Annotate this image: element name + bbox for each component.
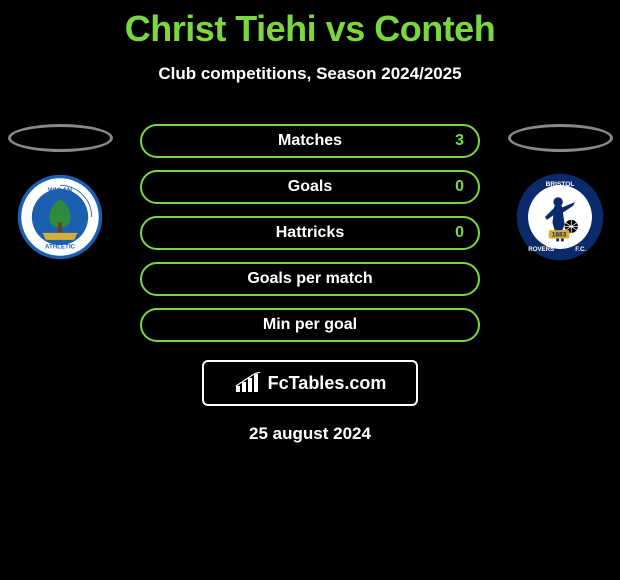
stat-label: Goals per match: [247, 270, 372, 288]
bristol-rovers-crest-icon: BRISTOL ROVERS F.C. 1883: [513, 170, 607, 264]
stat-row-matches: Matches 3: [140, 124, 480, 158]
right-team-crest: BRISTOL ROVERS F.C. 1883: [510, 172, 610, 262]
crest-year: 1883: [552, 232, 567, 239]
svg-text:F.C.: F.C.: [575, 246, 586, 253]
stat-label: Hattricks: [276, 224, 344, 242]
svg-text:WIGAN: WIGAN: [48, 187, 72, 194]
stat-val-right: 0: [455, 178, 464, 196]
left-team-crest: WIGAN ATHLETIC: [10, 172, 110, 262]
bar-chart-icon: [234, 372, 262, 394]
subtitle: Club competitions, Season 2024/2025: [0, 64, 620, 84]
stat-val-right: 3: [455, 132, 464, 150]
brand-text: FcTables.com: [268, 373, 387, 394]
stat-row-goals-per-match: Goals per match: [140, 262, 480, 296]
stat-row-hattricks: Hattricks 0: [140, 216, 480, 250]
page-title: Christ Tiehi vs Conteh: [0, 0, 620, 50]
wigan-crest-icon: WIGAN ATHLETIC: [16, 173, 104, 261]
stat-val-right: 0: [455, 224, 464, 242]
svg-text:ATHLETIC: ATHLETIC: [45, 244, 76, 251]
date-label: 25 august 2024: [0, 424, 620, 444]
left-side: WIGAN ATHLETIC: [0, 124, 120, 262]
brand-box: FcTables.com: [202, 360, 418, 406]
stat-label: Matches: [278, 132, 342, 150]
stat-label: Min per goal: [263, 316, 357, 334]
right-side: BRISTOL ROVERS F.C. 1883: [500, 124, 620, 262]
stat-label: Goals: [288, 178, 332, 196]
stat-row-goals: Goals 0: [140, 170, 480, 204]
svg-text:BRISTOL: BRISTOL: [546, 181, 575, 188]
stat-rows: Matches 3 Goals 0 Hattricks 0 Goals per …: [140, 124, 480, 342]
left-ellipse: [8, 124, 113, 152]
right-ellipse: [508, 124, 613, 152]
stat-row-min-per-goal: Min per goal: [140, 308, 480, 342]
svg-text:ROVERS: ROVERS: [528, 246, 554, 253]
stats-area: WIGAN ATHLETIC BRISTOL ROVERS F.C.: [0, 124, 620, 342]
